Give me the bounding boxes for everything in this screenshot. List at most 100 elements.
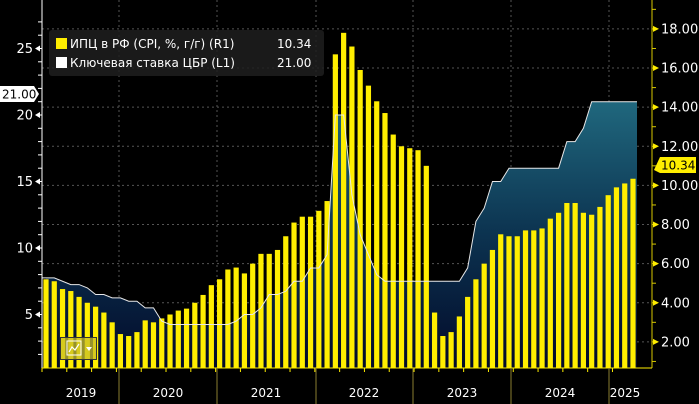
cpi-bar	[531, 230, 537, 368]
right-tick-marker	[653, 338, 659, 345]
x-tick-label: 2022	[349, 386, 380, 400]
cpi-bar	[547, 218, 553, 368]
right-tick-marker	[653, 299, 659, 306]
cpi-bar	[142, 320, 148, 368]
cpi-bar	[84, 302, 90, 368]
cpi-bar	[134, 332, 140, 368]
cpi-bar	[489, 249, 496, 368]
right-tick-marker	[653, 143, 659, 150]
right-tick-label: 12.00	[661, 140, 698, 155]
cpi-bar	[440, 336, 446, 368]
left-tick-marker	[35, 178, 40, 185]
right-value-tag: 10.34	[654, 157, 696, 173]
chevron-down-icon	[86, 347, 92, 351]
cpi-bar	[332, 54, 338, 369]
cpi-bar	[250, 263, 256, 368]
cpi-bar	[183, 308, 190, 368]
right-tick-marker	[653, 260, 659, 267]
cpi-bar	[283, 236, 289, 368]
right-tick-marker	[653, 182, 659, 189]
cpi-bar	[613, 187, 620, 368]
right-tick-marker	[653, 65, 659, 72]
x-tick-label: 2019	[66, 386, 97, 400]
cpi-bar	[398, 146, 405, 368]
right-tick-label: 14.00	[661, 101, 698, 116]
cpi-bar	[76, 296, 82, 368]
cpi-bar	[217, 279, 223, 368]
right-tick-label: 10.00	[661, 179, 698, 194]
cpi-bar	[159, 318, 165, 368]
cpi-bar	[51, 281, 57, 368]
cpi-bar	[514, 236, 520, 368]
right-tick-marker	[653, 104, 659, 111]
legend-item-cpi: ИПЦ в РФ (CPI, %, г/г) (R1)	[56, 37, 234, 51]
cpi-bar	[274, 249, 281, 368]
cpi-bar	[597, 206, 603, 368]
x-tick-label: 2020	[153, 386, 184, 400]
legend-swatch-cpi	[56, 38, 67, 49]
cpi-bar	[473, 279, 479, 368]
cpi-bar	[390, 134, 396, 368]
right-tick-marker	[653, 25, 659, 32]
left-tick-marker	[35, 112, 40, 118]
cpi-bar	[59, 289, 66, 368]
left-tick-marker	[35, 245, 40, 251]
line-chart-icon	[66, 340, 92, 356]
cpi-bar	[506, 236, 512, 368]
key-rate-line	[42, 101, 637, 325]
x-tick-label: 2021	[251, 386, 282, 400]
cpi-bar	[407, 148, 413, 368]
legend-value-cpi: 10.34	[277, 37, 312, 51]
cpi-bar	[423, 165, 429, 368]
cpi-bar	[43, 279, 49, 368]
chart-type-button[interactable]	[60, 337, 97, 360]
cpi-bar	[101, 312, 107, 368]
left-tick-label: 15	[16, 175, 33, 190]
cpi-bar	[539, 228, 545, 368]
cpi-bar	[415, 150, 421, 368]
cpi-bar	[117, 334, 124, 368]
cpi-bar	[341, 32, 347, 368]
left-tick-marker	[35, 311, 40, 318]
cpi-bar	[208, 285, 214, 368]
left-tag-text: 21.00	[2, 88, 36, 102]
cpi-bar	[522, 230, 529, 368]
right-tick-marker	[653, 221, 659, 228]
cpi-bar	[258, 253, 264, 368]
cpi-bar	[291, 222, 297, 368]
left-tick-label: 10	[16, 242, 33, 257]
cpi-bar	[580, 212, 586, 368]
right-tick-label: 4.00	[661, 296, 690, 311]
cpi-bar	[465, 296, 471, 368]
right-tick-label: 6.00	[661, 257, 690, 272]
left-tick-label: 25	[16, 42, 33, 57]
right-tick-label: 18.00	[661, 22, 698, 37]
cpi-bar	[589, 214, 595, 368]
cpi-bar	[167, 314, 173, 368]
x-tick-label: 2025	[610, 386, 641, 400]
cpi-bar	[564, 203, 570, 368]
cpi-bar	[200, 294, 206, 368]
cpi-bar	[572, 203, 578, 368]
cpi-bar	[266, 253, 272, 368]
axes: 5101520252.004.006.008.0010.0012.0014.00…	[16, 0, 698, 404]
legend-swatch-rate	[56, 57, 67, 68]
cpi-bar	[630, 178, 636, 368]
legend: ИПЦ в РФ (CPI, %, г/г) (R1) 10.34 Ключев…	[49, 30, 324, 76]
cpi-bar	[448, 332, 454, 368]
cpi-bar	[68, 291, 74, 368]
cpi-bar	[365, 85, 372, 369]
legend-label-rate: Ключевая ставка ЦБР (L1)	[70, 56, 235, 70]
legend-item-rate: Ключевая ставка ЦБР (L1)	[56, 56, 235, 70]
cpi-bar	[382, 113, 388, 368]
cpi-bar	[241, 273, 248, 368]
left-tick-label: 5	[25, 308, 33, 323]
cpi-bar	[307, 216, 314, 368]
legend-value-rate: 21.00	[277, 56, 312, 70]
cpi-bar	[192, 302, 198, 368]
right-tag-text: 10.34	[661, 159, 695, 173]
x-tick-label: 2023	[447, 386, 478, 400]
right-tick-label: 2.00	[661, 335, 690, 350]
right-tick-label: 16.00	[661, 62, 698, 77]
